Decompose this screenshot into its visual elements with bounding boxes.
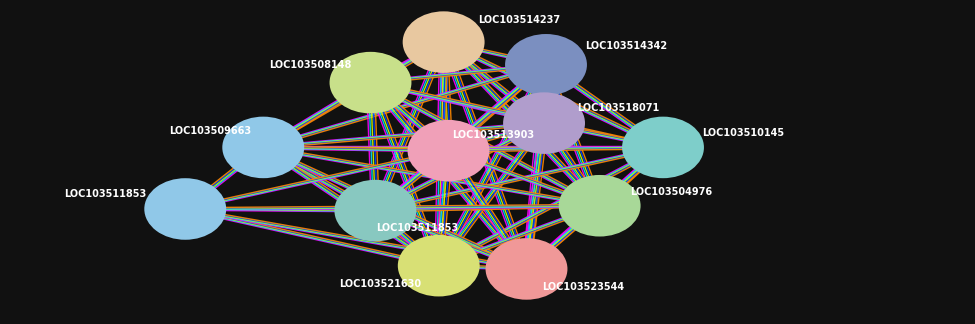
- Ellipse shape: [559, 175, 641, 237]
- Ellipse shape: [330, 52, 411, 113]
- Text: LOC103514342: LOC103514342: [585, 41, 667, 51]
- Text: LOC103523544: LOC103523544: [542, 282, 624, 292]
- Ellipse shape: [398, 235, 480, 296]
- Ellipse shape: [403, 11, 485, 73]
- Text: LOC103518071: LOC103518071: [577, 103, 659, 112]
- Text: LOC103511853: LOC103511853: [376, 223, 458, 233]
- Text: LOC103521630: LOC103521630: [339, 280, 421, 289]
- Ellipse shape: [503, 92, 585, 154]
- Ellipse shape: [622, 117, 704, 178]
- Ellipse shape: [408, 120, 489, 181]
- Text: LOC103514237: LOC103514237: [478, 15, 560, 25]
- Text: LOC103513903: LOC103513903: [452, 130, 534, 140]
- Ellipse shape: [334, 180, 416, 241]
- Ellipse shape: [144, 178, 226, 240]
- Text: LOC103509663: LOC103509663: [170, 126, 252, 136]
- Text: LOC103510145: LOC103510145: [702, 129, 784, 138]
- Ellipse shape: [505, 34, 587, 96]
- Ellipse shape: [486, 238, 567, 300]
- Text: LOC103508148: LOC103508148: [269, 60, 351, 70]
- Ellipse shape: [222, 117, 304, 178]
- Text: LOC103511853: LOC103511853: [64, 190, 146, 199]
- Text: LOC103504976: LOC103504976: [630, 187, 712, 197]
